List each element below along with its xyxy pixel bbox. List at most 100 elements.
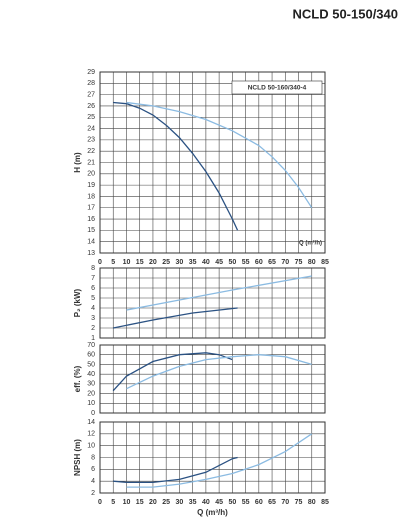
x-tick-label: 45	[215, 499, 223, 506]
x-tick-label: 55	[242, 499, 250, 506]
x-tick-label: 80	[308, 259, 316, 266]
y-axis-label: eff. (%)	[73, 365, 82, 392]
y-tick-label: 10	[87, 400, 95, 407]
y-tick-label: 0	[91, 410, 95, 417]
x-tick-label: 40	[202, 499, 210, 506]
y-tick-label: 20	[87, 171, 95, 178]
y-tick-label: 10	[87, 443, 95, 450]
plot-frame	[99, 421, 326, 494]
x-tick-label: 60	[255, 259, 263, 266]
curve	[113, 456, 238, 484]
y-tick-label: 6	[91, 285, 95, 292]
y-tick-label: 1	[91, 335, 95, 342]
y-tick-label: 18	[87, 193, 95, 200]
x-tick-label: 15	[136, 259, 144, 266]
x-tick-label: 70	[281, 499, 289, 506]
y-tick-label: 14	[87, 419, 95, 426]
y-tick-label: 6	[91, 466, 95, 473]
x-tick-label: 0	[98, 499, 102, 506]
x-tick-label: 20	[149, 259, 157, 266]
x-tick-label: 85	[321, 259, 329, 266]
x-tick-label: 55	[242, 259, 250, 266]
curve	[113, 101, 239, 231]
plot-frame	[99, 344, 326, 414]
y-tick-label: 12	[87, 431, 95, 438]
y-tick-label: 60	[87, 352, 95, 359]
x-tick-label: 80	[308, 499, 316, 506]
curve	[126, 433, 313, 488]
y-tick-label: 17	[87, 205, 95, 212]
y-tick-label: 5	[91, 295, 95, 302]
x-axis-label: Q (m³/h)	[197, 508, 228, 517]
y-tick-label: 15	[87, 227, 95, 234]
x-tick-label: 30	[176, 259, 184, 266]
x-tick-label: 5	[111, 499, 115, 506]
y-tick-label: 2	[91, 490, 95, 497]
x-tick-label: 25	[162, 499, 170, 506]
y-tick-label: 21	[87, 159, 95, 166]
x-tick-label: 50	[228, 499, 236, 506]
y-tick-label: 27	[87, 91, 95, 98]
x-tick-label: 10	[123, 259, 131, 266]
page-title: NCLD 50-150/340	[293, 6, 399, 21]
x-tick-label: 65	[268, 259, 276, 266]
x-tick-label: 75	[295, 499, 303, 506]
x-tick-label: 45	[215, 259, 223, 266]
x-tick-label: 35	[189, 259, 197, 266]
y-tick-label: 16	[87, 216, 95, 223]
y-axis-label: NPSH (m)	[73, 439, 82, 476]
y-tick-label: 4	[91, 478, 95, 485]
y-tick-label: 14	[87, 239, 95, 246]
x-tick-label: 75	[295, 259, 303, 266]
x-tick-label: 0	[98, 259, 102, 266]
curve	[126, 354, 312, 390]
x-tick-label: 10	[123, 499, 131, 506]
y-tick-label: 4	[91, 305, 95, 312]
y-tick-label: 70	[87, 342, 95, 349]
y-tick-label: 50	[87, 361, 95, 368]
x-tick-label: 85	[321, 499, 329, 506]
annotation: NCLD 50-160/340-4	[248, 85, 307, 92]
curve	[126, 275, 312, 311]
curve	[113, 307, 238, 329]
x-tick-label: 65	[268, 499, 276, 506]
y-tick-label: 30	[87, 381, 95, 388]
x-tick-label: 50	[228, 259, 236, 266]
y-tick-label: 8	[91, 265, 95, 272]
x-tick-label: 20	[149, 499, 157, 506]
x-tick-label: 40	[202, 259, 210, 266]
y-tick-label: 2	[91, 325, 95, 332]
y-tick-label: 28	[87, 80, 95, 87]
x-tick-label: 25	[162, 259, 170, 266]
x-tick-label: 5	[111, 259, 115, 266]
y-tick-label: 8	[91, 454, 95, 461]
y-tick-label: 40	[87, 371, 95, 378]
x-tick-label: 30	[176, 499, 184, 506]
curve	[112, 352, 233, 392]
y-tick-label: 20	[87, 390, 95, 397]
x-tick-label: 15	[136, 499, 144, 506]
y-tick-label: 3	[91, 315, 95, 322]
y-tick-label: 25	[87, 114, 95, 121]
y-tick-label: 19	[87, 182, 95, 189]
x-tick-label: 60	[255, 499, 263, 506]
plot-frame	[99, 267, 326, 339]
y-tick-label: 29	[87, 69, 95, 76]
y-tick-label: 22	[87, 148, 95, 155]
x-axis-label: Q (m³/h)	[299, 240, 322, 247]
y-tick-label: 24	[87, 125, 95, 132]
y-tick-label: 13	[87, 250, 95, 257]
y-axis-label: H (m)	[73, 152, 82, 173]
y-tick-label: 26	[87, 103, 95, 110]
plot-frame	[99, 71, 326, 254]
y-axis-label: P₂ (kW)	[73, 288, 82, 317]
x-tick-label: 35	[189, 499, 197, 506]
y-tick-label: 7	[91, 275, 95, 282]
title-box	[253, 4, 408, 24]
x-tick-label: 70	[281, 259, 289, 266]
curve	[126, 101, 313, 209]
annotation-box	[231, 80, 323, 95]
y-tick-label: 23	[87, 137, 95, 144]
